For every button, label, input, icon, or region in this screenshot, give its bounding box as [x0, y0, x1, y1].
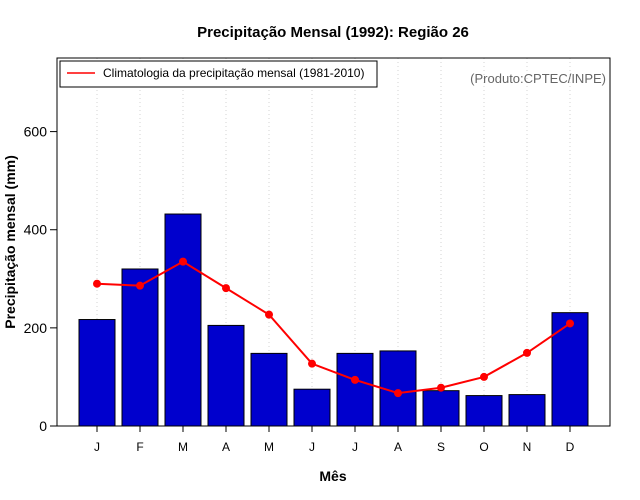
x-tick-label-9: S — [437, 440, 445, 454]
chart-title: Precipitação Mensal (1992): Região 26 — [197, 24, 469, 41]
legend: Climatologia da precipitação mensal (198… — [59, 60, 378, 88]
climatology-point-3 — [179, 257, 187, 266]
x-tick-label-4: A — [222, 440, 230, 454]
bar-9 — [422, 390, 460, 427]
legend-box — [59, 60, 378, 88]
bar-7 — [336, 352, 374, 427]
climatology-point-9 — [437, 383, 445, 392]
bar-12 — [551, 312, 589, 427]
bar-1 — [78, 319, 116, 427]
climatology-point-7 — [351, 375, 359, 384]
bar-4 — [207, 324, 245, 427]
climatology-series — [93, 257, 574, 398]
y-tick-label-2: 200 — [24, 320, 48, 336]
climatology-point-12 — [566, 319, 574, 328]
x-tick-label-5: M — [264, 440, 274, 454]
climatology-point-2 — [136, 281, 144, 290]
climatology-point-1 — [93, 279, 101, 288]
bar-series — [78, 213, 589, 427]
x-tick-label-8: A — [394, 440, 402, 454]
bar-6 — [293, 388, 331, 427]
climatology-point-6 — [308, 359, 316, 368]
y-tick-label-1: 0 — [39, 418, 47, 434]
x-tick-label-11: N — [523, 440, 532, 454]
x-tick-label-2: F — [136, 440, 143, 454]
x-tick-label-6: J — [309, 440, 315, 454]
x-tick-label-1: J — [94, 440, 100, 454]
climatology-point-4 — [222, 284, 230, 293]
climatology-point-10 — [480, 372, 488, 381]
y-tick-label-4: 600 — [24, 124, 48, 140]
bar-10 — [465, 395, 503, 427]
x-axis-label: Mês — [319, 468, 346, 484]
bar-3 — [164, 213, 202, 427]
x-tick-label-3: M — [178, 440, 188, 454]
climatology-line — [96, 260, 571, 395]
x-tick-label-7: J — [352, 440, 358, 454]
x-tick-label-10: O — [479, 440, 488, 454]
x-tick-label-12: D — [566, 440, 575, 454]
plot-frame — [56, 57, 611, 427]
climatology-point-11 — [523, 348, 531, 357]
bar-11 — [508, 394, 546, 427]
y-axis: 0 200 400 600 — [24, 124, 57, 434]
source-note: (Produto:CPTEC/INPE) — [470, 71, 606, 86]
y-tick-label-3: 400 — [24, 222, 48, 238]
bar-5 — [250, 352, 288, 427]
climatology-point-5 — [265, 310, 273, 319]
climatology-point-8 — [394, 389, 402, 398]
y-axis-label: Precipitação mensal (mm) — [2, 155, 18, 329]
legend-label-climatology: Climatologia da precipitação mensal (198… — [103, 66, 364, 80]
bar-2 — [121, 268, 159, 427]
